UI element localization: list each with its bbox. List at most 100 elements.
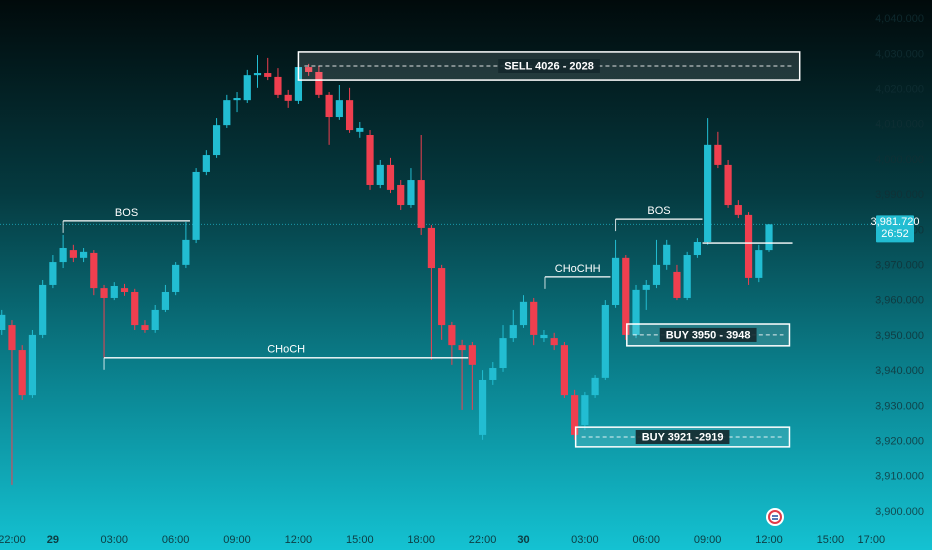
x-tick-label: 22:00 xyxy=(0,534,26,546)
candle-body xyxy=(151,309,159,330)
candle-body xyxy=(90,252,98,289)
candle-body xyxy=(305,67,313,72)
candle-body xyxy=(386,164,395,190)
candle-body xyxy=(345,100,354,131)
zone-label: BUY 3921 -2919 xyxy=(642,431,724,443)
candle-body xyxy=(253,73,262,76)
candle-body xyxy=(8,325,16,351)
candle-body xyxy=(581,395,589,426)
candle-body xyxy=(724,164,732,206)
candle-body xyxy=(468,345,476,365)
x-tick-label: 09:00 xyxy=(223,534,251,546)
plot: 3,900.000 3,910.000 3,920.000 3,930.000 3,94… xyxy=(0,13,924,546)
candle-body xyxy=(591,377,599,396)
logo-ring xyxy=(768,510,782,524)
candle-body xyxy=(284,94,292,101)
x-tick-label: 12:00 xyxy=(755,534,783,546)
x-tick-label: 06:00 xyxy=(632,534,660,546)
y-tick-label: 4,010.000 xyxy=(875,119,924,131)
y-tick-label: 3,920.000 xyxy=(875,435,924,447)
candle-body xyxy=(571,395,579,435)
candle-body xyxy=(540,334,548,339)
candle-body xyxy=(243,75,251,101)
y-tick-label: 3,960.000 xyxy=(875,295,924,307)
candle-body xyxy=(49,262,57,285)
candle-body xyxy=(79,251,88,258)
x-tick-label: 30 xyxy=(517,534,529,546)
candle-body xyxy=(417,180,425,228)
candle-body xyxy=(509,325,517,339)
candle-body xyxy=(69,250,77,258)
candle-body xyxy=(233,98,241,101)
candle-body xyxy=(335,100,343,118)
x-tick-label: 03:00 xyxy=(101,534,129,546)
candle-body xyxy=(489,368,497,380)
candle-body xyxy=(652,264,661,285)
candle-body xyxy=(192,171,200,240)
candle-body xyxy=(530,301,538,335)
y-tick-label: 3,970.000 xyxy=(875,259,924,271)
price-tag-label: 3,981.720 xyxy=(871,216,920,228)
candle-body xyxy=(315,71,323,95)
x-tick-label: 15:00 xyxy=(346,534,374,546)
candle-body xyxy=(202,155,210,172)
candle-body xyxy=(601,305,609,378)
candle-body xyxy=(141,325,149,330)
candle-body xyxy=(714,144,722,165)
candle-body xyxy=(397,184,405,206)
candle-body xyxy=(110,286,118,298)
candle-body xyxy=(519,301,528,326)
zone-label: SELL 4026 - 2028 xyxy=(504,60,594,72)
candle-body xyxy=(765,224,773,251)
candle-body xyxy=(663,244,671,265)
y-tick-label: 4,020.000 xyxy=(875,83,924,95)
zone-label: BUY 3950 - 3948 xyxy=(666,329,751,341)
countdown-label: 26:52 xyxy=(881,228,909,240)
candle-body xyxy=(704,144,712,242)
candle-body xyxy=(161,291,170,310)
candle-body xyxy=(18,350,26,396)
candle-body xyxy=(172,264,180,292)
candle-body xyxy=(560,345,569,396)
candle-body xyxy=(632,289,640,335)
candle-body xyxy=(131,291,139,326)
candle-body xyxy=(427,227,436,269)
candle-body xyxy=(59,247,67,263)
candle-body xyxy=(458,345,466,351)
price-tag xyxy=(876,215,914,243)
candle-body xyxy=(294,67,303,101)
x-tick-label: 03:00 xyxy=(571,534,599,546)
logo-icon xyxy=(766,508,784,526)
candle-body xyxy=(499,338,507,369)
zone-label-bg xyxy=(635,430,730,445)
candle-body xyxy=(642,284,650,290)
candle-body xyxy=(376,164,384,185)
candle-body xyxy=(366,134,374,185)
x-tick-label: 18:00 xyxy=(407,534,435,546)
y-tick-label: 3,990.000 xyxy=(875,189,924,201)
candle-body xyxy=(28,334,37,396)
candle-body xyxy=(0,314,6,330)
candle-body xyxy=(407,180,415,206)
candle-body xyxy=(438,268,446,326)
y-tick-label: 3,910.000 xyxy=(875,471,924,483)
level-label: BOS xyxy=(647,205,670,217)
candle-body xyxy=(325,94,333,118)
x-tick-label: 12:00 xyxy=(285,534,313,546)
candle-body xyxy=(274,76,282,95)
candle-body xyxy=(622,257,630,335)
candle-body xyxy=(734,205,742,215)
candle-body xyxy=(611,257,620,306)
candle-body xyxy=(100,288,108,298)
candle-body xyxy=(755,250,763,278)
candle-body xyxy=(693,242,702,256)
y-tick-label: 3,930.000 xyxy=(875,400,924,412)
y-tick-label: 3,900.000 xyxy=(875,506,924,518)
x-tick-label: 06:00 xyxy=(162,534,190,546)
x-tick-label: 17:00 xyxy=(858,534,886,546)
level-label: CHoCH xyxy=(267,344,305,356)
zone-label-bg xyxy=(659,327,757,342)
candle-body xyxy=(264,73,272,77)
candle-body xyxy=(478,379,487,435)
